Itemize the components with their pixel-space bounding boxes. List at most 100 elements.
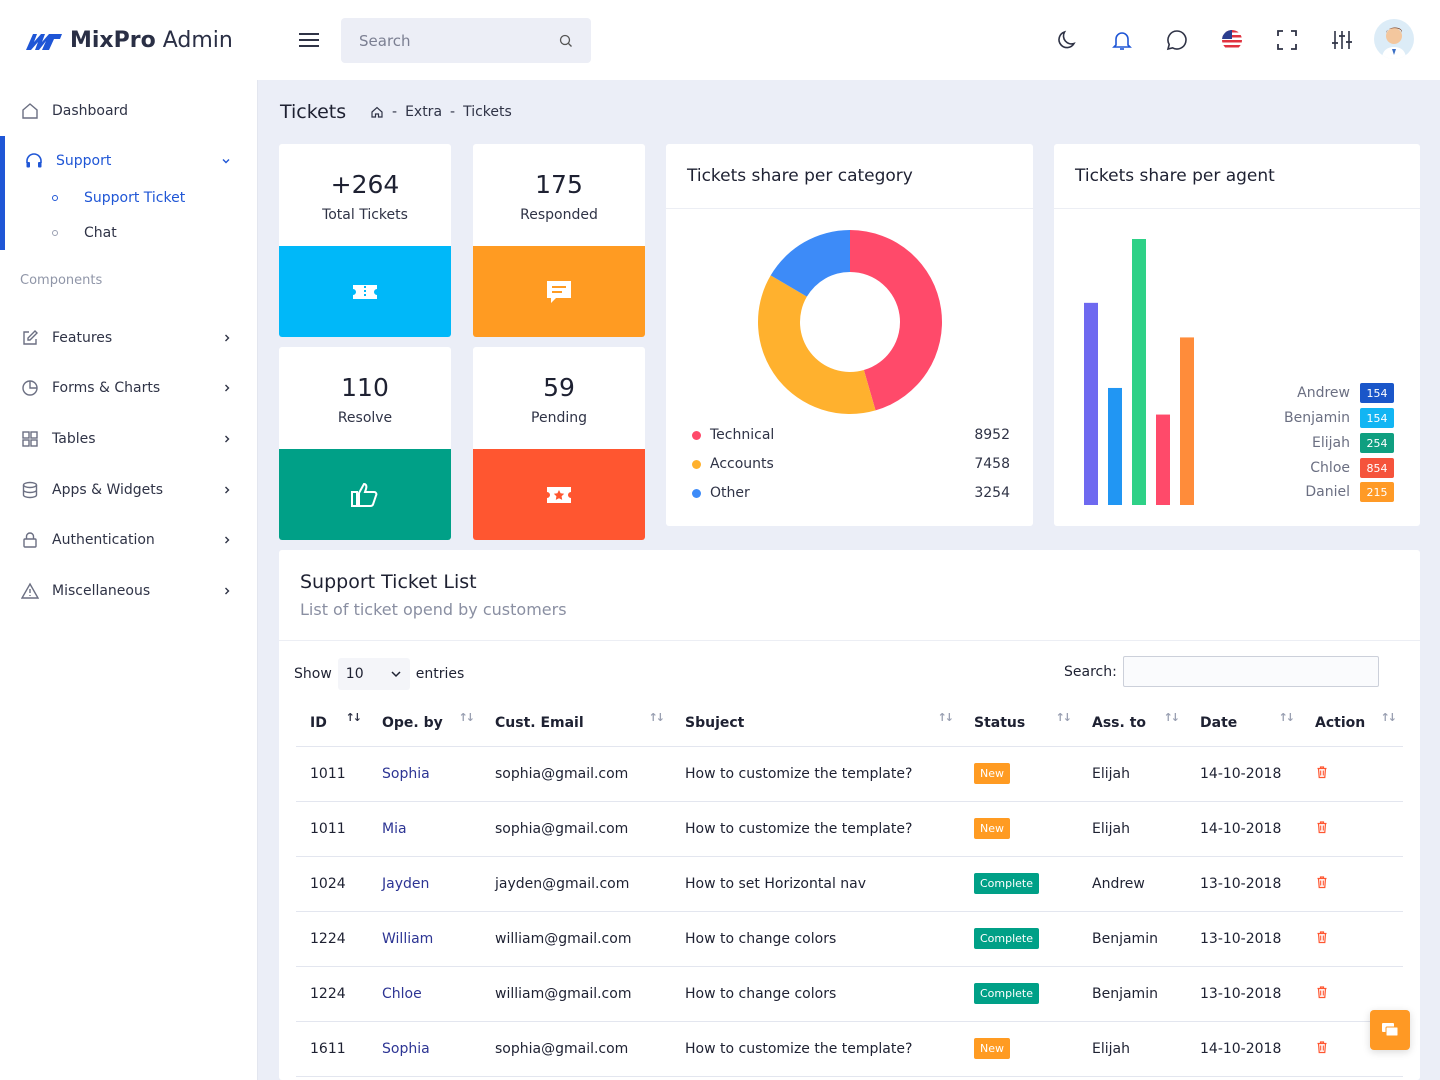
sort-icon: ↑↓ — [937, 711, 955, 724]
sidebar-item-dashboard[interactable]: Dashboard — [0, 93, 258, 129]
column-header-action[interactable]: Action ↑↓ — [1301, 700, 1403, 747]
sidebar-label: Miscellaneous — [52, 583, 151, 599]
opened-by-link[interactable]: Jayden — [368, 856, 481, 912]
chevron-right-icon — [225, 486, 230, 494]
legend-item-technical: Technical 8952 — [692, 427, 1010, 443]
menu-icon[interactable] — [298, 29, 320, 51]
column-header-status[interactable]: Status ↑↓ — [960, 700, 1078, 747]
agent-name: Daniel — [1305, 484, 1350, 500]
panel-divider — [279, 640, 1420, 641]
sidebar-item-tables[interactable]: Tables — [0, 421, 258, 457]
opened-by-link[interactable]: Chloe — [368, 966, 481, 1022]
thumbs-up-icon — [351, 482, 378, 507]
stat-value: 110 — [341, 373, 389, 402]
stat-label: Pending — [531, 410, 587, 426]
ticket-id: 1224 — [296, 966, 368, 1022]
agent-bar-1[interactable] — [1084, 302, 1098, 505]
sidebar-subitem-support-ticket[interactable]: Support Ticket — [52, 190, 185, 206]
status-cell: New — [960, 746, 1078, 802]
agent-bar-2[interactable] — [1108, 387, 1122, 505]
chat-fab-button[interactable] — [1370, 1010, 1410, 1050]
legend-label: Other — [710, 485, 750, 501]
us-flag-icon[interactable] — [1220, 28, 1244, 52]
legend-dot — [692, 459, 701, 469]
ticket-date: 13-10-2018 — [1186, 966, 1301, 1022]
column-header-id[interactable]: ID ↑↓ — [296, 700, 368, 747]
agent-bar-5[interactable] — [1180, 337, 1194, 505]
opened-by-link[interactable]: Sophia — [368, 1021, 481, 1077]
stat-card-responded: 175 Responded — [473, 144, 645, 337]
column-header-assigned-to[interactable]: Ass. to ↑↓ — [1078, 700, 1186, 747]
sidebar-sub-label: Chat — [84, 225, 117, 241]
chevron-right-icon — [225, 587, 230, 595]
sidebar-item-features[interactable]: Features — [0, 320, 258, 356]
column-header-subject[interactable]: Sbuject ↑↓ — [671, 700, 960, 747]
trash-icon[interactable] — [1315, 765, 1329, 779]
header-search — [341, 18, 591, 63]
legend-value: 3254 — [974, 485, 1010, 501]
moon-icon[interactable] — [1055, 28, 1079, 52]
chat-bubble-icon[interactable] — [1165, 28, 1189, 52]
agent-bar-3[interactable] — [1132, 239, 1146, 505]
chat-icon — [1382, 1023, 1399, 1037]
status-cell: New — [960, 801, 1078, 857]
sidebar-item-miscellaneous[interactable]: Miscellaneous — [0, 573, 258, 609]
sidebar-subitem-chat[interactable]: Chat — [52, 225, 117, 241]
chevron-right-icon — [225, 435, 230, 443]
table-search-label: Search: — [1064, 663, 1117, 680]
status-badge: New — [974, 763, 1010, 784]
sidebar-item-apps-widgets[interactable]: Apps & Widgets — [0, 472, 258, 508]
column-header-date[interactable]: Date ↑↓ — [1186, 700, 1301, 747]
list-subtitle: List of ticket opend by customers — [300, 600, 567, 619]
customer-email: william@gmail.com — [481, 966, 671, 1022]
breadcrumb-separator: - — [392, 104, 398, 120]
trash-icon[interactable] — [1315, 985, 1329, 999]
breadcrumb-separator: - — [450, 104, 456, 120]
opened-by-link[interactable]: Sophia — [368, 746, 481, 802]
breadcrumb-extra[interactable]: Extra — [405, 104, 443, 120]
sidebar-item-support[interactable]: Support — [0, 143, 258, 179]
status-badge: New — [974, 1038, 1010, 1059]
opened-by-link[interactable]: Mia — [368, 801, 481, 857]
bell-icon[interactable] — [1110, 28, 1134, 52]
bullet-icon — [52, 230, 58, 236]
donut-slice-accounts[interactable] — [758, 275, 876, 414]
sidebar: Dashboard Support Support Ticket Chat Co… — [0, 80, 258, 1080]
opened-by-link[interactable]: William — [368, 911, 481, 967]
sidebar-item-forms-charts[interactable]: Forms & Charts — [0, 370, 258, 406]
search-icon[interactable] — [559, 34, 573, 48]
trash-icon[interactable] — [1315, 875, 1329, 889]
ticket-id: 1011 — [296, 801, 368, 857]
avatar[interactable] — [1374, 19, 1414, 59]
trash-icon[interactable] — [1315, 1040, 1329, 1054]
legend-item-accounts: Accounts 7458 — [692, 456, 1010, 472]
header-search-input[interactable] — [359, 31, 559, 50]
panel-divider — [666, 208, 1033, 209]
donut-slice-technical[interactable] — [850, 230, 942, 411]
column-header-opened-by[interactable]: Ope. by ↑↓ — [368, 700, 481, 747]
sort-icon: ↑↓ — [458, 711, 476, 724]
trash-icon[interactable] — [1315, 930, 1329, 944]
home-icon[interactable] — [370, 105, 384, 119]
ticket-subject: How to customize the template? — [671, 801, 960, 857]
sidebar-item-authentication[interactable]: Authentication — [0, 522, 258, 558]
category-donut-chart — [758, 230, 942, 414]
column-header-email[interactable]: Cust. Email ↑↓ — [481, 700, 671, 747]
brand-logo[interactable]: MixPro Admin — [24, 22, 233, 58]
legend-dot — [692, 430, 701, 440]
table-search-input[interactable] — [1122, 656, 1379, 687]
agent-row-elijah: Elijah 254 — [1254, 433, 1394, 453]
fullscreen-icon[interactable] — [1275, 28, 1299, 52]
agent-bar-4[interactable] — [1156, 414, 1170, 505]
action-cell — [1301, 911, 1403, 967]
avatar-face-icon — [1382, 27, 1406, 59]
trash-icon[interactable] — [1315, 820, 1329, 834]
sliders-icon[interactable] — [1330, 28, 1354, 52]
donut-slice-other[interactable] — [770, 230, 850, 297]
entries-select[interactable]: 10 — [337, 658, 410, 690]
legend-item-other: Other 3254 — [692, 485, 1010, 501]
headphones-icon — [26, 153, 42, 168]
sort-icon: ↑↓ — [1380, 711, 1398, 724]
table-header-row: ID ↑↓ Ope. by ↑↓ Cust. Email ↑↓ Sbuject ↑↓ S… — [296, 700, 1403, 747]
action-cell — [1301, 801, 1403, 857]
